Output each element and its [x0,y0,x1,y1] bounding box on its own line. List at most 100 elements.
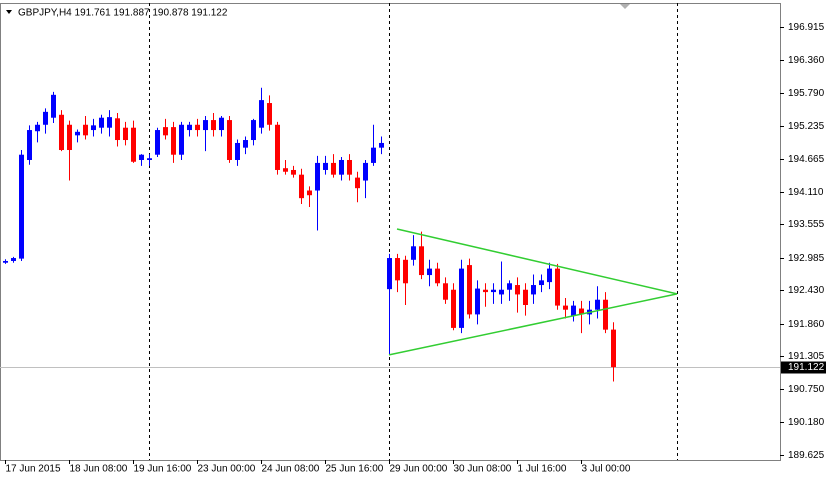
candle-body [131,127,136,162]
candle-body [507,283,512,290]
y-tick-label: 190.750 [788,384,825,395]
candle-body [523,289,528,306]
candle-body [355,177,360,189]
candle-body [347,159,352,175]
candle-body [323,162,328,170]
candle-body [27,130,32,160]
candle-body [171,127,176,155]
candle-body [427,268,432,276]
y-tick-label: 194.110 [788,187,824,198]
candle-body [187,124,192,131]
candle-body [275,124,280,170]
candle-body [563,305,568,310]
candle-body [259,100,264,128]
trendline [396,228,678,295]
candle-body [403,259,408,284]
x-tick-label: 24 Jun 08:00 [262,464,320,475]
candle-body [91,125,96,131]
y-tick-label: 190.180 [788,417,825,428]
x-tick-label: 17 Jun 2015 [6,464,61,475]
candle-body [387,258,392,290]
candle-body [11,258,16,261]
y-tick-label: 195.790 [788,88,825,99]
candle-body [595,299,600,310]
price-label: 191.122 [788,362,825,373]
candle-body [123,127,128,141]
candle-body [331,162,336,175]
plot-frame [0,3,781,461]
menu-arrow[interactable] [6,10,12,14]
candle-body [227,120,232,160]
candle-body [211,120,216,131]
candle-body [395,258,400,281]
candle-body [219,117,224,131]
candle-body [467,265,472,315]
candle-body [547,268,552,283]
x-tick-label: 25 Jun 16:00 [326,464,384,475]
candle-body [339,159,344,175]
y-tick-label: 189.625 [788,450,825,461]
candle-body [163,127,168,136]
x-tick-label: 29 Jun 00:00 [390,464,448,475]
candle-body [515,285,520,295]
candle-body [251,120,256,141]
candle-body [51,94,56,118]
candle-body [483,289,488,293]
chart-title: GBPJPY,H4 191.761 191.887 190.878 191.12… [18,8,228,19]
candle-body [155,130,160,155]
candle-body [179,124,184,155]
candle-body [491,289,496,293]
x-tick-label: 30 Jun 08:00 [454,464,512,475]
candle-body [59,114,64,151]
y-tick-label: 193.555 [788,219,825,230]
candle-body [315,162,320,191]
x-tick-label: 18 Jun 08:00 [70,464,128,475]
x-tick-label: 23 Jun 00:00 [198,464,256,475]
candle-body [19,154,24,259]
candle-body [3,260,8,263]
candle-body [139,154,144,160]
x-tick-label: 3 Jul 00:00 [582,464,631,475]
y-tick-label: 191.860 [788,319,825,330]
y-tick-label: 194.665 [788,154,825,165]
candle-body [363,162,368,181]
candle-body [459,268,464,328]
chart-shift-marker[interactable] [620,4,630,9]
candle-body [307,190,312,196]
candle-body [475,288,480,315]
candle-body [75,131,80,136]
candle-body [603,299,608,330]
candle-body [611,329,616,368]
y-tick-label: 191.305 [788,351,825,362]
candle-body [299,174,304,199]
candle-body [83,124,88,136]
candle-body [531,285,536,295]
candle-body [539,280,544,286]
candle-body [283,168,288,172]
trendline [388,293,678,356]
candle-body [43,111,48,125]
candle-body [371,147,376,163]
candle-body [99,117,104,128]
y-tick-label: 192.985 [788,253,825,264]
candle-body [115,118,120,141]
candle-body [107,117,112,128]
candle-body [555,268,560,306]
candle-body [147,158,152,160]
candle-body [235,142,240,160]
candle-body [571,305,576,316]
candle-body [203,120,208,131]
candle-body [379,142,384,148]
candle-body [443,283,448,300]
candle-body [291,169,296,175]
candle-body [451,289,456,328]
candle-body [195,124,200,131]
candle-body [579,308,584,315]
price-label-box [781,361,826,374]
y-tick-label: 196.915 [788,22,825,33]
candle-body [419,246,424,276]
candle-body [35,124,40,132]
candle-body [267,103,272,125]
y-tick-label: 192.430 [788,285,825,296]
